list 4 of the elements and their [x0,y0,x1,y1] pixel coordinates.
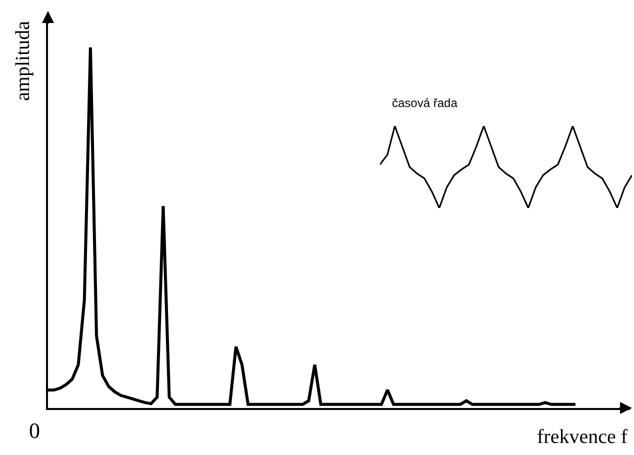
text: 0 [29,418,40,443]
chart-title: časová řada [392,96,458,110]
y-axis-title: amplituda [12,20,34,101]
x-axis-title: frekvence f [537,426,628,448]
